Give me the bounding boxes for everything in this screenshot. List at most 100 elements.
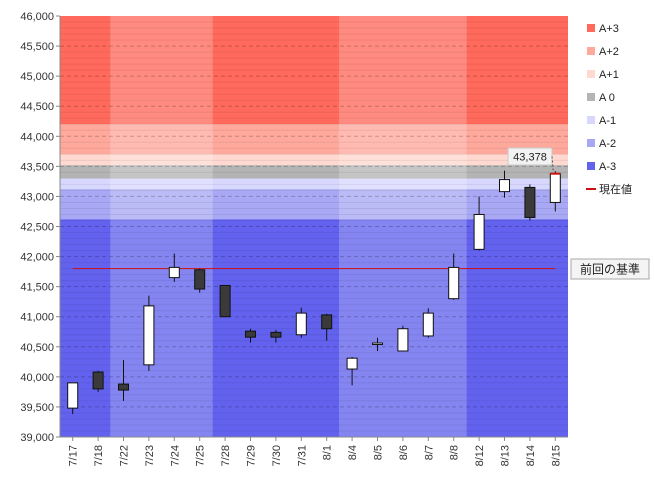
legend-label: A+1: [599, 69, 619, 81]
x-tick-label: 8/1: [322, 445, 334, 460]
band-a+1-week-2: [212, 154, 340, 166]
candle-7-24: [168, 253, 180, 282]
legend-swatch: [587, 139, 595, 147]
band-a-2-week-3: [339, 189, 467, 220]
candles-layer: [67, 170, 561, 415]
y-tick-label: 41,000: [20, 312, 54, 324]
y-tick-label: 39,500: [20, 402, 54, 414]
axis-layer: 39,000 39,500 40,000 40,500 41,000 41,500 42,0…: [20, 11, 568, 466]
candle-body-up: [372, 342, 383, 346]
band-a-1-week-0: [60, 178, 111, 190]
legend-swatch: [587, 116, 595, 124]
y-tick-label: 39,000: [20, 432, 54, 444]
x-tick-label: 7/29: [246, 445, 258, 466]
candle-body-down: [321, 314, 333, 330]
band-a+1-week-0: [60, 154, 111, 166]
band-a+3-week-2: [212, 16, 340, 125]
band-a-1-week-2: [212, 178, 340, 190]
y-tick-label: 45,500: [20, 41, 54, 53]
x-tick-label: 8/5: [373, 445, 385, 460]
candle-7-25: [194, 268, 206, 293]
y-tick-label: 43,000: [20, 191, 54, 203]
band-a-3-week-2: [212, 219, 340, 437]
candle-body-up: [448, 266, 460, 300]
candle-8-14: [524, 184, 536, 221]
x-tick-label: 8/14: [525, 445, 537, 466]
legend-label: A-1: [599, 115, 616, 127]
legend-item-a-2: A-2: [587, 138, 616, 150]
band-a0-week-1: [110, 165, 213, 179]
legend-item-a-3: A-3: [587, 161, 616, 173]
x-tick-label: 8/4: [347, 445, 359, 460]
candle-8-4: [346, 357, 358, 386]
legend-item-a+1: A+1: [587, 69, 619, 81]
legend-label: A+2: [599, 46, 619, 58]
x-tick-label: 8/6: [398, 445, 410, 460]
band-layer: [60, 16, 568, 437]
band-a-2-week-1: [110, 189, 213, 220]
candle-7-22: [118, 360, 129, 401]
band-a+2-week-0: [60, 124, 111, 155]
x-tick-label: 7/24: [169, 445, 181, 466]
candle-body-up: [67, 382, 79, 409]
y-tick-label: 40,000: [20, 372, 54, 384]
band-a-1-week-1: [110, 178, 213, 190]
band-a-3-week-1: [110, 219, 213, 437]
band-a-1-week-4: [466, 178, 568, 190]
band-a0-week-4: [466, 165, 568, 179]
y-tick-label: 44,000: [20, 131, 54, 143]
candle-body-down: [245, 330, 256, 338]
candle-body-up: [168, 266, 180, 279]
x-tick-label: 8/8: [449, 445, 461, 460]
legend-label: A-3: [599, 161, 616, 173]
reference-label: 前回の基準: [580, 262, 640, 277]
candle-body-down: [270, 331, 282, 338]
reference-label-box: [570, 258, 650, 280]
x-tick-label: 7/17: [68, 445, 80, 466]
legend-label: A 0: [599, 92, 615, 104]
legend-item-現在値: 現在値: [586, 183, 632, 196]
band-a+1-week-1: [110, 154, 213, 166]
candle-7-29: [245, 328, 256, 343]
candle-body-down: [92, 371, 104, 390]
candle-body-down: [219, 284, 231, 318]
legend-item-a0: A 0: [587, 92, 615, 104]
candle-body-up: [549, 173, 561, 203]
candle-7-18: [92, 370, 104, 392]
y-tick-label: 44,500: [20, 101, 54, 113]
candle-body-up: [143, 305, 155, 366]
x-tick-label: 7/23: [144, 445, 156, 466]
candle-8-7: [422, 308, 434, 338]
legend-label: 現在値: [599, 183, 632, 196]
candle-body-up: [346, 357, 358, 370]
candle-8-8: [448, 253, 460, 300]
legend-item-a-1: A-1: [587, 115, 616, 127]
candle-7-30: [270, 329, 282, 343]
x-tick-label: 8/15: [550, 445, 562, 466]
legend-item-a+2: A+2: [587, 46, 619, 58]
candle-body-down: [524, 186, 536, 218]
band-a-2-week-2: [212, 189, 340, 220]
candle-7-31: [295, 307, 307, 338]
y-tick-label: 45,000: [20, 71, 54, 83]
candle-8-6: [397, 325, 409, 352]
x-tick-label: 7/30: [271, 445, 283, 466]
candle-8-13: [499, 170, 510, 198]
legend-swatch: [587, 47, 595, 55]
x-tick-label: 7/18: [93, 445, 105, 466]
candle-body-up: [295, 312, 307, 336]
legend-swatch: [587, 24, 595, 32]
y-tick-label: 42,000: [20, 252, 54, 264]
candle-8-1: [321, 313, 333, 341]
y-tick-label: 42,500: [20, 222, 54, 234]
y-tick-label: 41,500: [20, 282, 54, 294]
legend-label: A+3: [599, 23, 619, 35]
legend: A+3 A+2 A+1 A 0 A-1 A-2 A-3 現在値: [586, 23, 632, 196]
band-a0-week-2: [212, 165, 340, 179]
x-tick-label: 7/22: [119, 445, 131, 466]
x-tick-label: 8/13: [500, 445, 512, 466]
candle-8-12: [473, 196, 485, 251]
grid-layer: [60, 21, 568, 432]
x-tick-label: 7/28: [220, 445, 232, 466]
